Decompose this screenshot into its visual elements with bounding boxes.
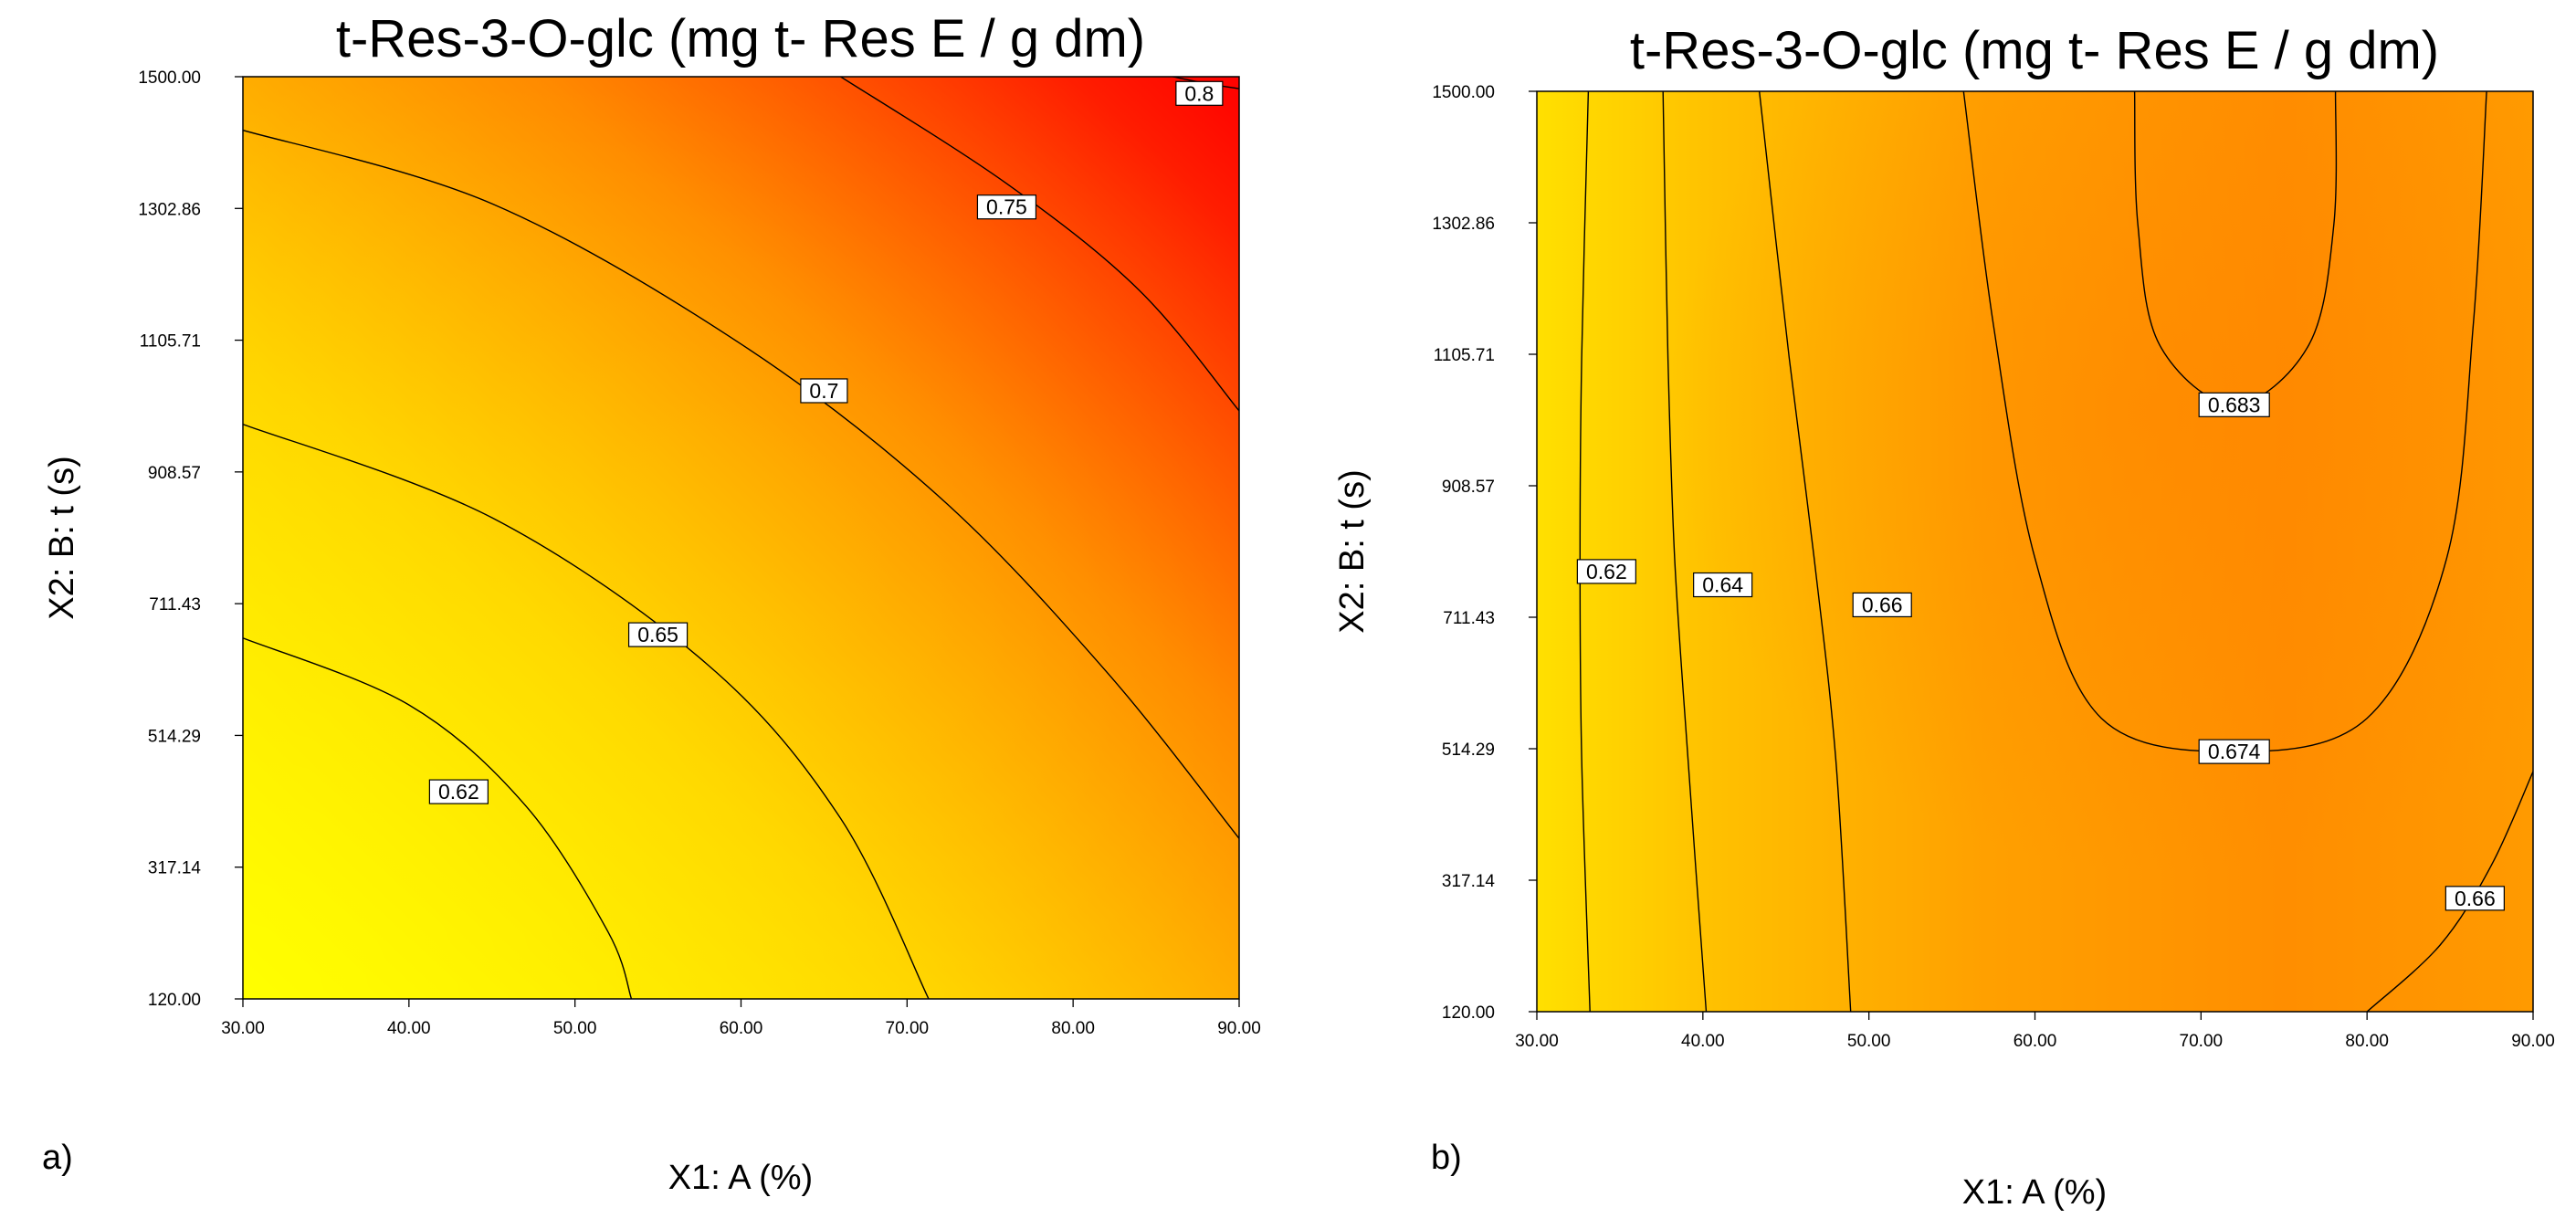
x-tick-label-a-2: 50.00 <box>553 1019 597 1038</box>
chart-title-b: t-Res-3-O-glc (mg t- Res E / g dm) <box>1630 21 2439 80</box>
contour-label-a-2: 0.7 <box>809 379 838 403</box>
contour-label-b-1: 0.64 <box>1702 573 1743 597</box>
y-tick-label-b-1: 317.14 <box>1442 872 1496 891</box>
ticks-a: 30.00 40.00 50.00 60.00 70.00 80.00 90.00 120.0… <box>138 68 1260 1038</box>
contour-line-a-2 <box>243 129 1239 839</box>
x-tick-label-a-0: 30.00 <box>221 1019 265 1038</box>
plot-area-a-shade <box>243 77 1239 999</box>
y-axis-label-a: X2: B: t (s) <box>43 456 81 619</box>
panel-a: 30.00 40.00 50.00 60.00 70.00 80.00 90.00 120.0… <box>42 9 1261 1197</box>
contour-label-box-a-2 <box>800 378 848 404</box>
contour-labels-a: 0.62 0.65 0.7 0.75 0.8 <box>428 80 1224 804</box>
contour-label-box-b-2 <box>1852 592 1912 618</box>
y-tick-label-b-7: 1500.00 <box>1432 83 1495 102</box>
contour-line-a-0 <box>243 637 633 999</box>
contour-label-box-a-3 <box>976 194 1037 220</box>
contour-label-box-b-4 <box>2198 392 2270 417</box>
y-axis-label-b: X2: B: t (s) <box>1333 469 1372 633</box>
y-tick-label-b-2: 514.29 <box>1442 741 1495 760</box>
panel-label-b: b) <box>1431 1139 1462 1177</box>
x-tick-label-b-2: 50.00 <box>1847 1032 1891 1051</box>
y-tick-label-a-1: 317.14 <box>148 859 202 878</box>
contour-label-box-b-0 <box>1576 559 1636 584</box>
x-tick-label-b-1: 40.00 <box>1681 1032 1725 1051</box>
y-tick-label-b-3: 711.43 <box>1443 609 1495 628</box>
chart-title-a: t-Res-3-O-glc (mg t- Res E / g dm) <box>336 9 1145 68</box>
y-tick-label-a-3: 711.43 <box>149 595 201 614</box>
y-tick-label-a-4: 908.57 <box>148 464 201 483</box>
y-tick-label-a-0: 120.00 <box>148 991 201 1010</box>
x-axis-label-b: X1: A (%) <box>1962 1173 2107 1212</box>
ticks-b: 30.00 40.00 50.00 60.00 70.00 80.00 90.00 120.0… <box>1432 83 2554 1051</box>
contour-labels-b: 0.62 0.64 0.66 0.674 0.683 0.66 <box>1576 392 2505 911</box>
contour-label-box-b-1 <box>1693 572 1753 598</box>
x-axis-label-a: X1: A (%) <box>668 1159 813 1197</box>
x-tick-label-a-4: 70.00 <box>886 1019 930 1038</box>
y-tick-label-a-2: 514.29 <box>148 727 201 746</box>
contour-line-b-2 <box>1759 91 1852 1012</box>
contour-label-b-0: 0.62 <box>1586 560 1627 583</box>
contour-label-b-3: 0.674 <box>2208 740 2261 763</box>
contour-line-a-3 <box>840 77 1239 412</box>
contour-label-box-b-3 <box>2198 739 2270 764</box>
panel-label-a: a) <box>42 1139 73 1177</box>
y-tick-label-a-6: 1302.86 <box>138 200 201 219</box>
contour-label-box-a-0 <box>428 779 489 804</box>
y-tick-label-b-0: 120.00 <box>1442 1003 1495 1023</box>
contour-label-a-0: 0.62 <box>438 780 479 804</box>
contour-label-box-b-5 <box>2445 886 2505 911</box>
y-tick-label-b-6: 1302.86 <box>1432 215 1495 234</box>
panel-b: 30.00 40.00 50.00 60.00 70.00 80.00 90.00 120.0… <box>1333 21 2555 1212</box>
contour-label-b-5: 0.66 <box>2455 887 2496 910</box>
x-tick-label-a-6: 90.00 <box>1217 1019 1261 1038</box>
y-tick-label-a-5: 1105.71 <box>140 332 201 352</box>
contour-line-b-1 <box>1662 91 1708 1012</box>
x-tick-label-b-4: 70.00 <box>2180 1032 2224 1051</box>
x-tick-label-b-0: 30.00 <box>1515 1032 1559 1051</box>
x-tick-label-a-3: 60.00 <box>720 1019 763 1038</box>
contour-label-a-4: 0.8 <box>1184 81 1214 105</box>
contour-line-b-0 <box>1579 91 1591 1012</box>
contours-a <box>243 77 1239 999</box>
contour-label-box-a-4 <box>1175 80 1224 106</box>
contour-label-a-1: 0.65 <box>637 623 678 646</box>
x-tick-label-b-6: 90.00 <box>2511 1032 2555 1051</box>
y-tick-label-b-4: 908.57 <box>1442 478 1495 497</box>
contour-line-a-1 <box>243 423 930 999</box>
contour-label-box-a-1 <box>627 622 689 647</box>
contour-label-a-3: 0.75 <box>986 195 1027 219</box>
x-tick-label-b-3: 60.00 <box>2013 1032 2057 1051</box>
y-tick-label-b-5: 1105.71 <box>1434 346 1495 365</box>
y-tick-label-a-7: 1500.00 <box>138 68 201 88</box>
x-tick-label-b-5: 80.00 <box>2345 1032 2389 1051</box>
plot-area-b-shade <box>1537 91 2533 1012</box>
x-tick-label-a-1: 40.00 <box>387 1019 431 1038</box>
contour-label-b-2: 0.66 <box>1862 593 1903 616</box>
x-tick-label-a-5: 80.00 <box>1051 1019 1095 1038</box>
contour-label-b-4: 0.683 <box>2208 393 2261 416</box>
